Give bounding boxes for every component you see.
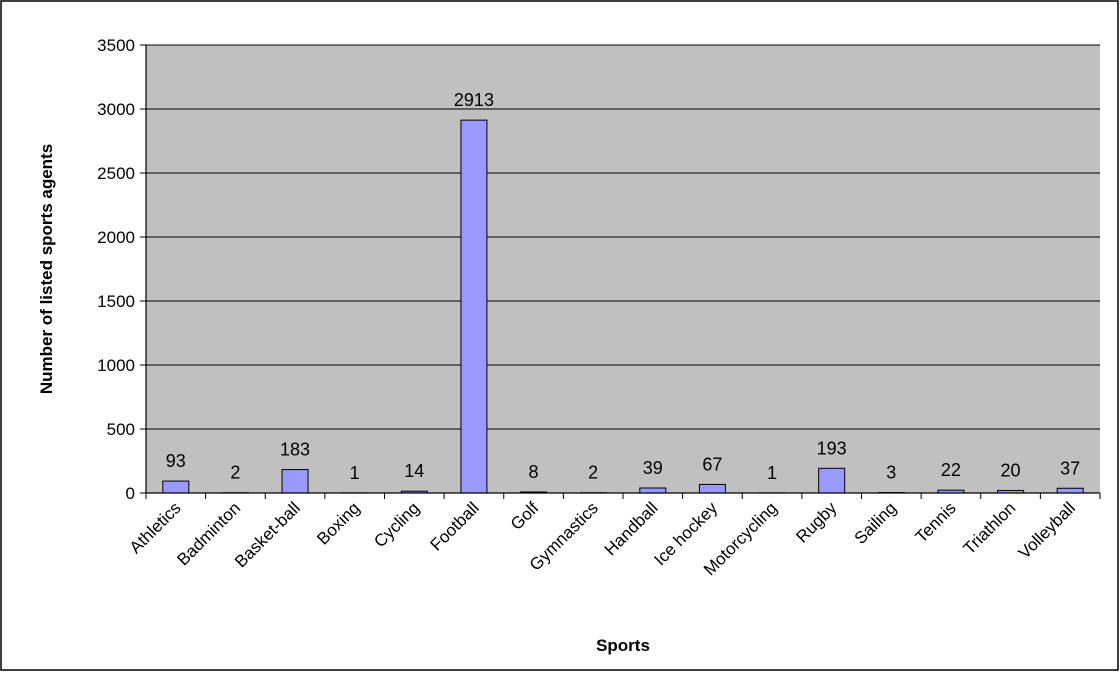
data-label: 22 xyxy=(941,460,961,480)
data-label: 20 xyxy=(1001,460,1021,480)
y-tick-label: 1000 xyxy=(97,356,135,375)
y-tick-label: 3500 xyxy=(97,36,135,55)
bar-football xyxy=(461,120,487,493)
bar-rugby xyxy=(819,468,845,493)
y-axis-title: Number of listed sports agents xyxy=(37,144,56,394)
data-label: 2 xyxy=(588,463,598,483)
bar-ice-hockey xyxy=(699,484,725,493)
data-label: 193 xyxy=(817,438,847,458)
data-label: 2 xyxy=(230,463,240,483)
y-tick-label: 0 xyxy=(126,484,135,503)
y-tick-label: 1500 xyxy=(97,292,135,311)
bar-handball xyxy=(640,488,666,493)
data-label: 14 xyxy=(404,461,424,481)
data-label: 2913 xyxy=(454,90,494,110)
plot-area xyxy=(146,45,1100,493)
data-label: 39 xyxy=(643,458,663,478)
bar-volleyball xyxy=(1057,488,1083,493)
data-label: 8 xyxy=(529,462,539,482)
bar-athletics xyxy=(163,481,189,493)
data-label: 1 xyxy=(767,463,777,483)
data-label: 37 xyxy=(1060,458,1080,478)
y-tick-label: 2000 xyxy=(97,228,135,247)
data-label: 3 xyxy=(886,463,896,483)
y-tick-label: 3000 xyxy=(97,100,135,119)
data-label: 1 xyxy=(350,463,360,483)
data-label: 183 xyxy=(280,440,310,460)
x-axis-title: Sports xyxy=(596,636,650,655)
data-label: 67 xyxy=(702,454,722,474)
data-label: 93 xyxy=(166,451,186,471)
y-tick-label: 500 xyxy=(107,420,135,439)
y-tick-label: 2500 xyxy=(97,164,135,183)
bar-basket-ball xyxy=(282,470,308,493)
